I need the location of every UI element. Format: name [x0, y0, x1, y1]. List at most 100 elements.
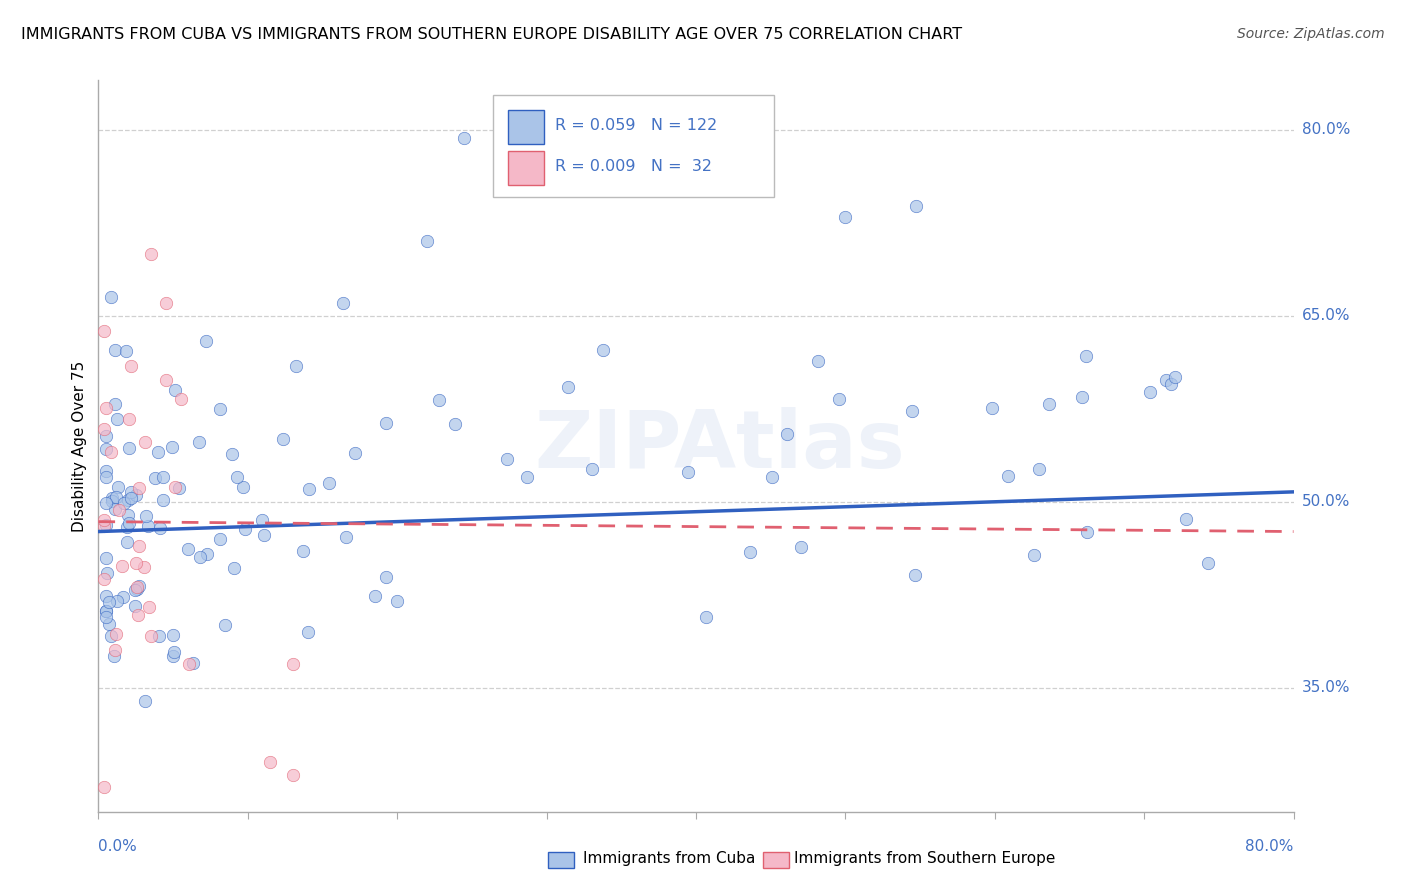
Point	[94, 603, 117, 617]
Point	[297, 624, 319, 639]
Point	[163, 645, 186, 659]
Point	[592, 343, 614, 357]
Point	[1028, 462, 1050, 476]
FancyBboxPatch shape	[494, 95, 773, 197]
Point	[111, 591, 134, 605]
Point	[1074, 349, 1097, 363]
Point	[900, 404, 922, 418]
FancyBboxPatch shape	[509, 111, 544, 144]
Point	[105, 491, 128, 505]
Point	[93, 422, 115, 436]
Point	[980, 401, 1002, 415]
Point	[105, 594, 128, 608]
Point	[170, 392, 193, 406]
Point	[162, 649, 184, 664]
Point	[375, 570, 398, 584]
Point	[100, 289, 122, 303]
Point	[117, 493, 139, 508]
Text: 80.0%: 80.0%	[1246, 839, 1294, 855]
Text: 80.0%: 80.0%	[1302, 122, 1350, 137]
Point	[273, 432, 295, 446]
Text: R = 0.059   N = 122: R = 0.059 N = 122	[555, 118, 717, 133]
Point	[162, 628, 184, 642]
Point	[124, 582, 146, 597]
FancyBboxPatch shape	[548, 852, 574, 868]
Point	[281, 657, 304, 672]
Point	[740, 545, 762, 559]
Point	[1076, 524, 1098, 539]
Point	[125, 582, 148, 596]
Point	[125, 488, 148, 502]
Point	[104, 397, 127, 411]
Point	[128, 579, 150, 593]
Point	[224, 561, 246, 575]
Point	[250, 513, 273, 527]
Point	[298, 482, 321, 496]
Point	[1038, 397, 1060, 411]
Point	[93, 513, 115, 527]
Point	[152, 493, 174, 508]
Point	[181, 656, 204, 670]
Point	[176, 542, 198, 557]
FancyBboxPatch shape	[763, 852, 789, 868]
Point	[453, 131, 475, 145]
Point	[695, 610, 717, 624]
Point	[214, 617, 236, 632]
Point	[120, 484, 142, 499]
Text: 65.0%: 65.0%	[1302, 309, 1350, 323]
Point	[1154, 373, 1177, 387]
Point	[1175, 511, 1198, 525]
Point	[148, 629, 170, 643]
Point	[233, 522, 256, 536]
Point	[904, 567, 927, 582]
Point	[208, 401, 231, 416]
Point	[104, 502, 127, 516]
Point	[374, 416, 396, 430]
Point	[335, 529, 357, 543]
Point	[111, 558, 134, 573]
Point	[138, 518, 160, 533]
Point	[776, 426, 799, 441]
Text: R = 0.009   N =  32: R = 0.009 N = 32	[555, 159, 711, 174]
Point	[557, 380, 579, 394]
Point	[93, 325, 115, 339]
Point	[1071, 390, 1094, 404]
Point	[93, 572, 115, 586]
Point	[167, 481, 190, 495]
Point	[127, 608, 149, 623]
Point	[120, 491, 142, 505]
Point	[1139, 384, 1161, 399]
Point	[96, 566, 118, 580]
Text: Source: ZipAtlas.com: Source: ZipAtlas.com	[1237, 27, 1385, 41]
Point	[138, 600, 160, 615]
Point	[581, 462, 603, 476]
Point	[146, 444, 169, 458]
Point	[124, 599, 146, 614]
Point	[141, 629, 163, 643]
Text: 35.0%: 35.0%	[1302, 681, 1350, 695]
Point	[834, 210, 856, 224]
Point	[343, 446, 366, 460]
Point	[132, 559, 155, 574]
Point	[155, 373, 177, 387]
Point	[128, 481, 150, 495]
Point	[114, 343, 136, 358]
Point	[125, 580, 148, 594]
Text: ZIPAtlas: ZIPAtlas	[534, 407, 905, 485]
Point	[101, 494, 124, 508]
Point	[194, 334, 217, 349]
Point	[94, 442, 117, 456]
Point	[292, 544, 315, 558]
Point	[1163, 369, 1185, 384]
Point	[94, 429, 117, 443]
Point	[828, 392, 851, 406]
Point	[1160, 377, 1182, 392]
Point	[97, 594, 120, 608]
Point	[221, 448, 243, 462]
Point	[1022, 548, 1045, 562]
Point	[188, 434, 211, 449]
Point	[226, 469, 249, 483]
Point	[761, 470, 783, 484]
Text: 0.0%: 0.0%	[98, 839, 138, 855]
Point	[495, 452, 517, 467]
